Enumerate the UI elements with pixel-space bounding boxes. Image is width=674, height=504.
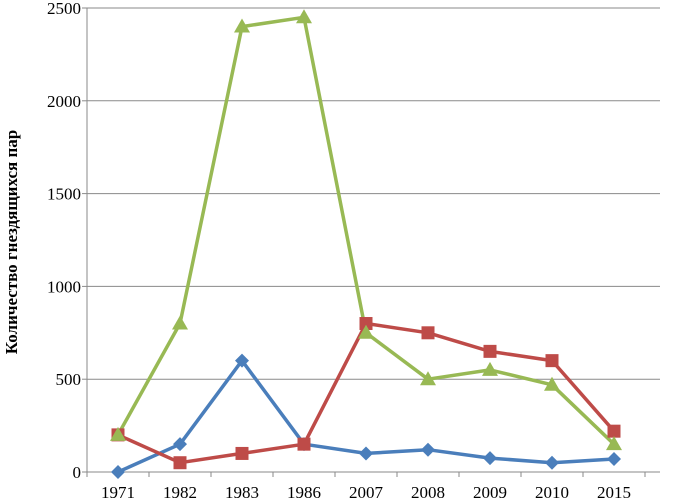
data-point-triangle	[606, 436, 622, 451]
data-point-diamond	[235, 353, 249, 368]
data-point-triangle	[482, 361, 498, 376]
data-markers	[110, 9, 622, 479]
data-point-triangle	[172, 315, 188, 330]
x-tick-label: 1982	[163, 483, 197, 502]
data-point-triangle	[296, 9, 312, 24]
x-tick-label: 1986	[287, 483, 321, 502]
data-point-triangle	[110, 426, 126, 441]
data-point-diamond	[111, 465, 125, 479]
x-tick-label: 2008	[411, 483, 445, 502]
data-point-diamond	[173, 437, 187, 452]
data-point-diamond	[421, 442, 435, 457]
y-tick-label: 1000	[47, 277, 81, 296]
data-point-square	[173, 456, 187, 470]
x-tick-label: 2015	[597, 483, 631, 502]
x-tick-label: 2010	[535, 483, 569, 502]
data-point-diamond	[607, 452, 621, 467]
data-point-diamond	[359, 446, 373, 461]
series-line-2	[117, 321, 616, 465]
y-tick-label: 2500	[47, 0, 81, 18]
y-tick-label: 2000	[47, 92, 81, 111]
data-point-square	[421, 326, 435, 340]
series-lines	[116, 15, 616, 474]
data-point-square	[545, 354, 559, 368]
data-point-square	[235, 446, 249, 460]
data-point-triangle	[420, 371, 436, 386]
data-point-square	[483, 344, 497, 358]
data-point-square	[297, 437, 311, 451]
series-line-3	[116, 15, 616, 446]
y-tick-label: 500	[56, 370, 82, 389]
data-point-diamond	[545, 455, 559, 470]
x-tick-label: 2007	[349, 483, 384, 502]
y-tick-label: 1500	[47, 185, 81, 204]
axes	[82, 7, 660, 477]
data-point-triangle	[358, 324, 374, 339]
data-point-square	[607, 424, 621, 438]
gridlines	[87, 7, 660, 380]
tick-labels: 0 500 1000 1500 2000 2500 1971 1982 1983 1986 2007…	[47, 0, 631, 502]
x-tick-label: 2009	[473, 483, 507, 502]
data-point-triangle	[234, 18, 250, 33]
data-point-square	[359, 317, 373, 331]
y-tick-label: 0	[73, 463, 82, 482]
data-point-triangle	[544, 376, 560, 391]
x-tick-label: 1971	[101, 483, 135, 502]
y-axis-title: Количество гнездящихся пар	[2, 130, 21, 354]
data-point-diamond	[483, 451, 497, 466]
x-tick-label: 1983	[225, 483, 259, 502]
